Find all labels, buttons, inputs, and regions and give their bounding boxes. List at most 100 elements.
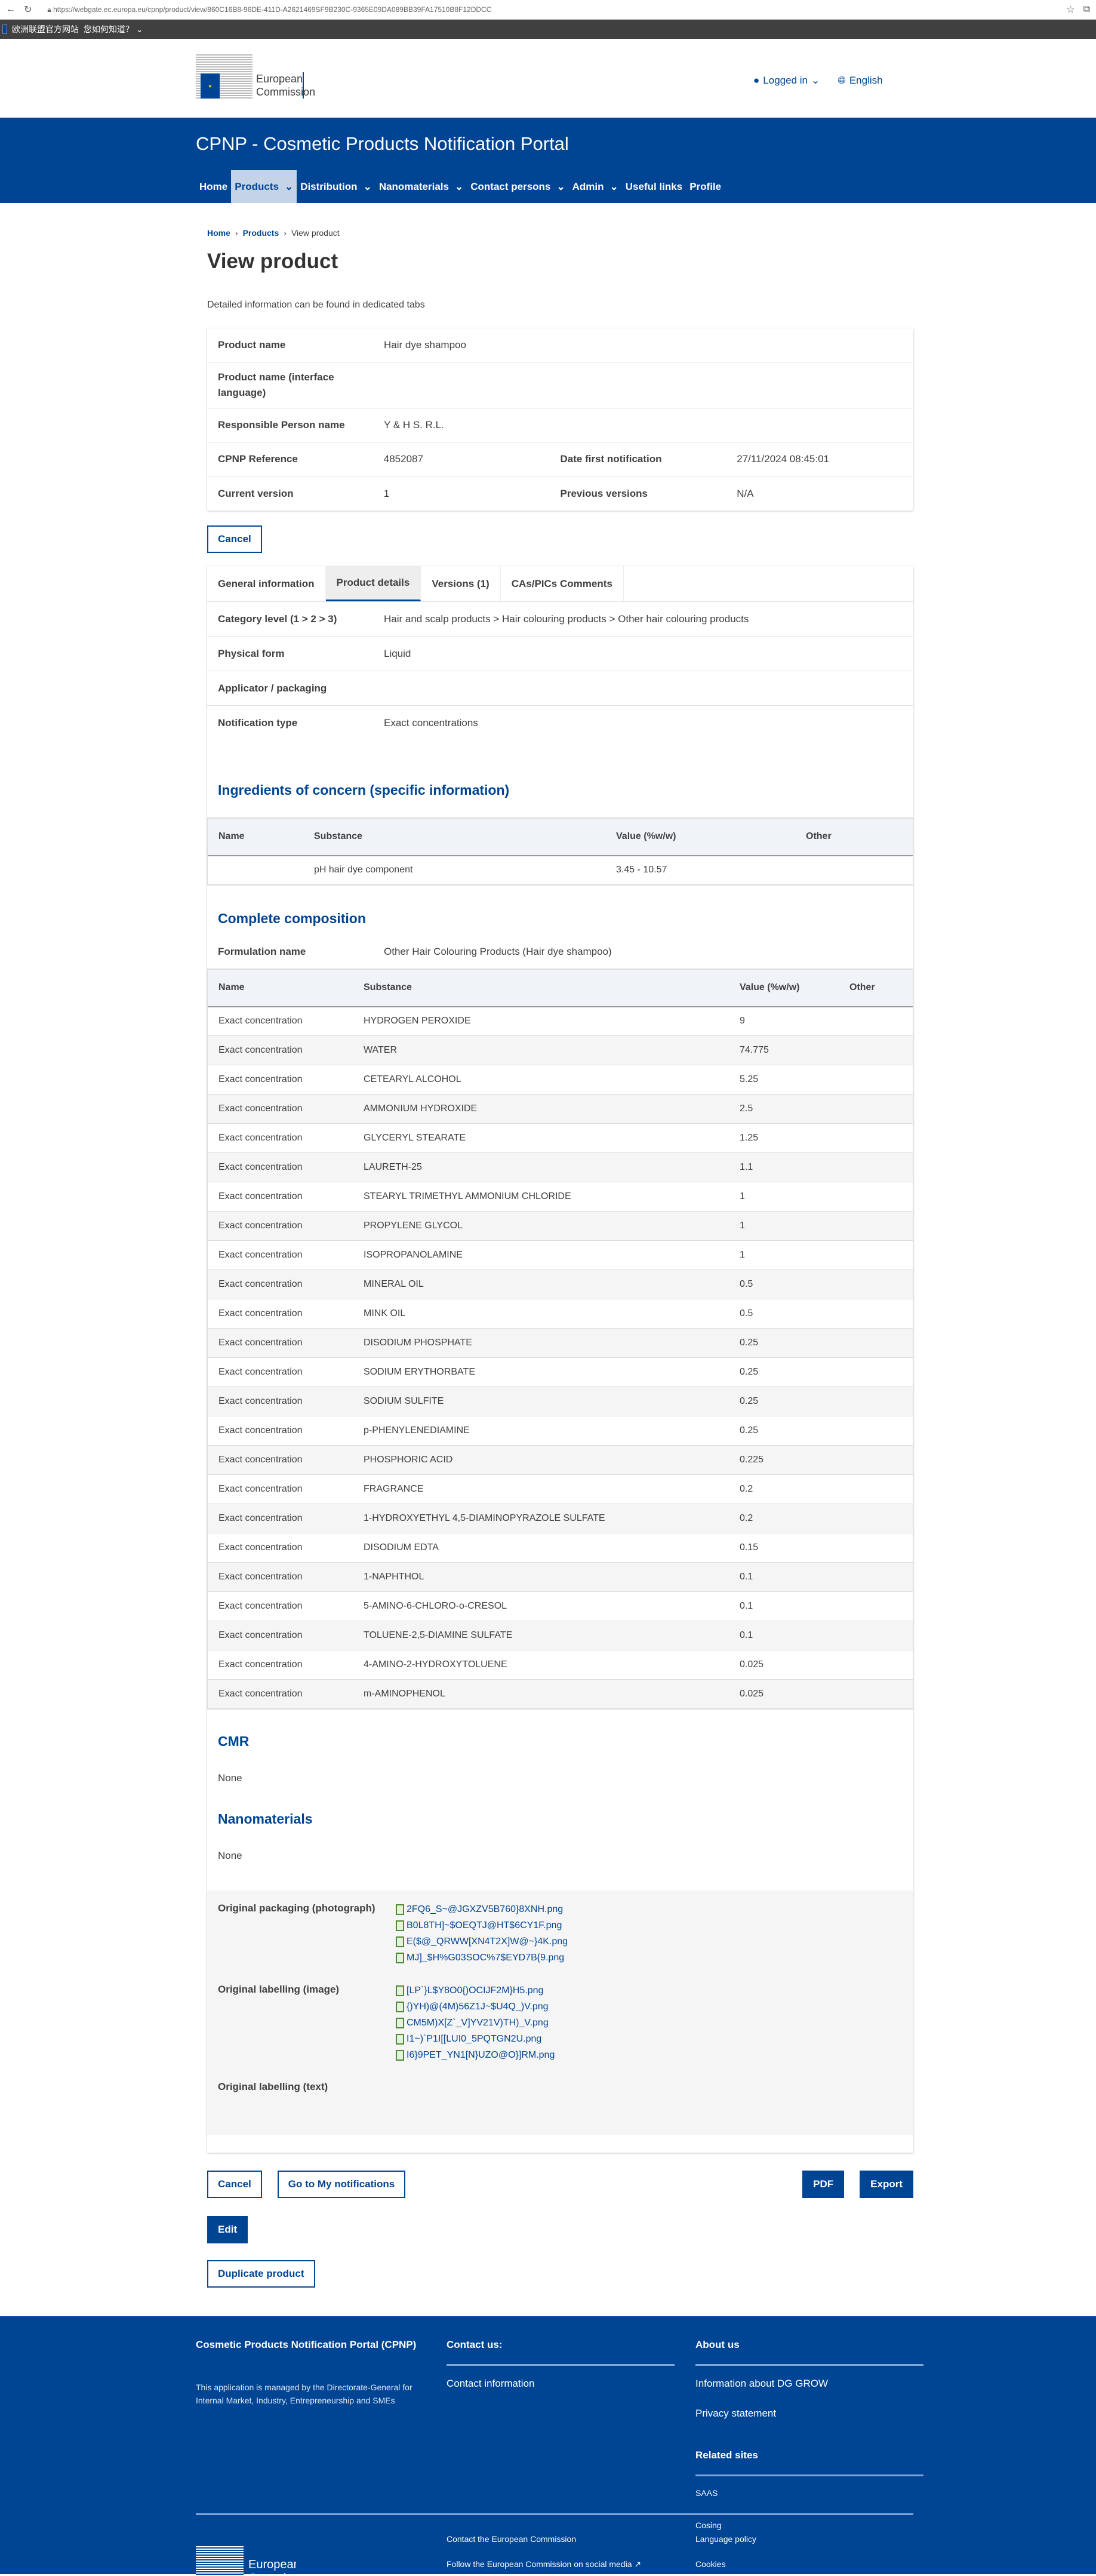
- nav-item-distribution[interactable]: Distribution ⌄: [297, 170, 375, 203]
- pdf-button[interactable]: PDF: [802, 2171, 845, 2198]
- nav-item-nanomaterials[interactable]: Nanomaterials ⌄: [375, 170, 467, 203]
- table-cell: Exact concentration: [208, 1504, 364, 1533]
- attachment-link[interactable]: {)YH)@(4M)56Z1J~$U4Q_)V.png: [396, 1999, 555, 2015]
- how-do-you-know-toggle[interactable]: 您如何知道？ ⌄: [84, 24, 143, 34]
- refresh-icon[interactable]: ↻: [24, 5, 32, 15]
- table-cell: pH hair dye component: [314, 855, 616, 885]
- table-cell: 1-NAPHTHOL: [364, 1562, 740, 1592]
- contact-ec-link[interactable]: Contact the European Commission: [447, 2534, 577, 2544]
- table-cell: [849, 1357, 913, 1387]
- nav-item-contact-persons[interactable]: Contact persons ⌄: [467, 170, 568, 203]
- duplicate-product-button[interactable]: Duplicate product: [207, 2260, 315, 2288]
- my-notifications-button[interactable]: Go to My notifications: [277, 2171, 406, 2198]
- table-cell: Exact concentration: [208, 1679, 364, 1709]
- nav-item-profile[interactable]: Profile: [686, 170, 725, 203]
- language-policy-link[interactable]: Language policy: [695, 2534, 756, 2544]
- ec-logo[interactable]: ★ European Commission: [196, 54, 315, 99]
- chevron-down-icon: ⌄: [556, 180, 565, 192]
- favorite-icon[interactable]: ☆: [1066, 5, 1075, 15]
- table-cell: AMMONIUM HYDROXIDE: [364, 1094, 740, 1124]
- table-row: Exact concentration AMMONIUM HYDROXIDE 2.5: [208, 1094, 913, 1124]
- image-file-icon: [396, 2033, 404, 2045]
- attachment-link[interactable]: [LP`}L$Y8O0{)OCIJF2M}H5.png: [396, 1982, 555, 1999]
- table-cell: [849, 1562, 913, 1592]
- footer-ec-logo[interactable]: European Commission: [196, 2546, 296, 2576]
- table-cell: 0.15: [740, 1533, 849, 1563]
- attachment-link[interactable]: CM5M)X[Z`_V]YV21V)TH)_V.png: [396, 2015, 555, 2031]
- site-header: ★ European Commission ● Logged in ⌄ 🌐︎ Eng…: [0, 39, 1096, 118]
- table-row: Exact concentration SODIUM SULFITE 0.25: [208, 1387, 913, 1416]
- table-row: Exact concentration 4-AMINO-2-HYDROXYTOLU…: [208, 1650, 913, 1680]
- collections-icon[interactable]: ⧉: [1083, 4, 1090, 14]
- table-cell: [849, 1445, 913, 1475]
- attachment-link[interactable]: B0L8TH]~$OEQTJ@HT$6CY1F.png: [396, 1917, 568, 1933]
- eu-flag-icon: ★: [201, 73, 220, 99]
- attachment-label: Original packaging (photograph): [218, 1902, 375, 1914]
- table-row: Exact concentration PROPYLENE GLYCOL 1: [208, 1211, 913, 1241]
- nav-item-home[interactable]: Home: [196, 170, 231, 203]
- export-button[interactable]: Export: [860, 2171, 913, 2198]
- tab[interactable]: Product details: [325, 566, 421, 601]
- cancel-button[interactable]: Cancel: [207, 2171, 262, 2198]
- table-cell: GLYCERYL STEARATE: [364, 1123, 740, 1153]
- cookies-link[interactable]: Cookies: [695, 2559, 726, 2569]
- detail-row: Category level (1 > 2 > 3) Hair and scalp…: [207, 602, 913, 637]
- language-selector[interactable]: 🌐︎ English: [838, 75, 883, 86]
- attachment-link[interactable]: E($@_QRWW[XN4T2X]W@~}4K.png: [396, 1933, 568, 1950]
- nav-label: Admin: [572, 180, 604, 192]
- column-header: Value (%w/w): [740, 969, 849, 1007]
- attachment-link[interactable]: MJ]_$H%G03SOC%7$EYD7B{9.png: [396, 1950, 568, 1966]
- dg-grow-link[interactable]: Information about DG GROW: [695, 2378, 829, 2389]
- date-first-notification: 27/11/2024 08:45:01: [737, 453, 829, 465]
- attachment-link[interactable]: I6}9PET_YN1[N}UZO@O}]RM.png: [396, 2047, 555, 2063]
- saas-link[interactable]: SAAS: [695, 2488, 718, 2498]
- footer-title: Cosmetic Products Notification Portal (C…: [196, 2339, 417, 2350]
- table-row: Exact concentration PHOSPHORIC ACID 0.225: [208, 1445, 913, 1475]
- cancel-button[interactable]: Cancel: [207, 525, 262, 553]
- table-cell: 0.25: [740, 1357, 849, 1387]
- detail-row: Notification type Exact concentrations: [207, 706, 913, 740]
- table-cell: Exact concentration: [208, 1562, 364, 1592]
- nav-label: Useful links: [625, 180, 683, 192]
- detail-value: Exact concentrations: [384, 717, 478, 728]
- table-cell: Exact concentration: [208, 1591, 364, 1621]
- attachment-link[interactable]: 2FQ6_S~@JGXZV5B760}8XNH.png: [396, 1901, 568, 1917]
- nav-item-products[interactable]: Products ⌄: [231, 170, 297, 203]
- tab[interactable]: General information: [207, 566, 326, 601]
- table-cell: 2.5: [740, 1094, 849, 1124]
- table-cell: [849, 1094, 913, 1124]
- logged-in-menu[interactable]: ● Logged in ⌄: [753, 75, 820, 86]
- current-version: 1: [383, 487, 390, 499]
- composition-table: Name Substance Value (%w/w) Other Exact conc…: [208, 969, 913, 1709]
- external-link-icon: ↗: [634, 2559, 642, 2569]
- table-row: Exact concentration DISODIUM PHOSPHATE 0.2…: [208, 1328, 913, 1358]
- social-media-link[interactable]: Follow the European Commission on social…: [447, 2559, 642, 2569]
- table-cell: [849, 1591, 913, 1621]
- chevron-down-icon: ⌄: [454, 180, 464, 192]
- breadcrumb: Home › Products › View product: [207, 228, 913, 238]
- contact-information-link[interactable]: Contact information: [447, 2378, 535, 2389]
- table-row: Exact concentration MINK OIL 0.5: [208, 1299, 913, 1329]
- column-header: Value (%w/w): [616, 818, 806, 856]
- table-cell: WATER: [364, 1035, 740, 1065]
- table-cell: Exact concentration: [208, 1094, 364, 1124]
- breadcrumb-home[interactable]: Home: [207, 228, 230, 238]
- nav-item-admin[interactable]: Admin ⌄: [569, 170, 622, 203]
- cosing-link[interactable]: Cosing: [695, 2520, 722, 2530]
- table-row: Exact concentration MINERAL OIL 0.5: [208, 1269, 913, 1299]
- nav-item-useful-links[interactable]: Useful links: [622, 170, 686, 203]
- tab[interactable]: CAs/PICs Comments: [501, 566, 624, 601]
- table-cell: Exact concentration: [208, 1328, 364, 1358]
- url-text: https://webgate.ec.europa.eu/cpnp/produc…: [53, 5, 492, 14]
- breadcrumb-products[interactable]: Products: [242, 228, 279, 238]
- edit-button[interactable]: Edit: [207, 2216, 248, 2243]
- address-bar[interactable]: 🔒︎ https://webgate.ec.europa.eu/cpnp/pro…: [40, 1, 1058, 18]
- attachment-link[interactable]: I1~)`P1I[[LUI0_5PQTGN2U.png: [396, 2031, 555, 2047]
- privacy-link[interactable]: Privacy statement: [695, 2408, 777, 2419]
- table-row: Exact concentration TOLUENE-2,5-DIAMINE S…: [208, 1621, 913, 1650]
- back-icon[interactable]: ←: [6, 4, 16, 14]
- table-cell: [849, 1006, 913, 1036]
- detail-label: Applicator / packaging: [218, 682, 327, 694]
- tab[interactable]: Versions (1): [421, 566, 501, 601]
- table-cell: [849, 1123, 913, 1153]
